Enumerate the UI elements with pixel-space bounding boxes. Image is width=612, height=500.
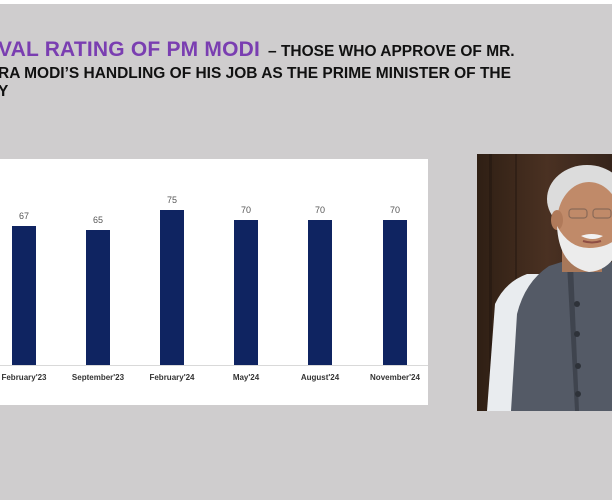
title-line-1-rest: – THOSE WHO APPROVE OF MR. xyxy=(268,43,515,60)
bar-2 xyxy=(160,210,184,365)
data-label: 70 xyxy=(240,205,251,215)
category-label: May'24 xyxy=(232,373,260,382)
data-label: 75 xyxy=(166,195,177,205)
category-label: November'24 xyxy=(370,373,420,382)
category-label: February'23 xyxy=(1,373,47,382)
category-label: February'24 xyxy=(149,373,195,382)
bar-4 xyxy=(308,220,332,365)
data-label: 67 xyxy=(18,211,29,221)
title-accent: VAL RATING OF PM MODI xyxy=(0,38,261,61)
x-axis-baseline xyxy=(0,365,428,366)
data-label: 70 xyxy=(389,205,400,215)
bar-0 xyxy=(12,226,36,365)
bar-1 xyxy=(86,230,110,365)
data-label: 70 xyxy=(314,205,325,215)
top-strip xyxy=(0,0,612,4)
title-line-3: Y xyxy=(0,83,9,100)
portrait-photo xyxy=(477,154,612,411)
bar-3 xyxy=(234,220,258,365)
bar-chart: 67 February'23 65 September'23 75 February'24… xyxy=(0,159,428,405)
title-line-2: RA MODI’S HANDLING OF HIS JOB AS THE PRI… xyxy=(0,65,511,82)
data-label: 65 xyxy=(92,215,103,225)
portrait-illustration xyxy=(477,154,612,411)
category-label: August'24 xyxy=(300,373,340,382)
title-line-1: VAL RATING OF PM MODI – THOSE WHO APPROVE… xyxy=(0,38,515,62)
category-label: September'23 xyxy=(71,373,125,382)
bar-5 xyxy=(383,220,407,365)
